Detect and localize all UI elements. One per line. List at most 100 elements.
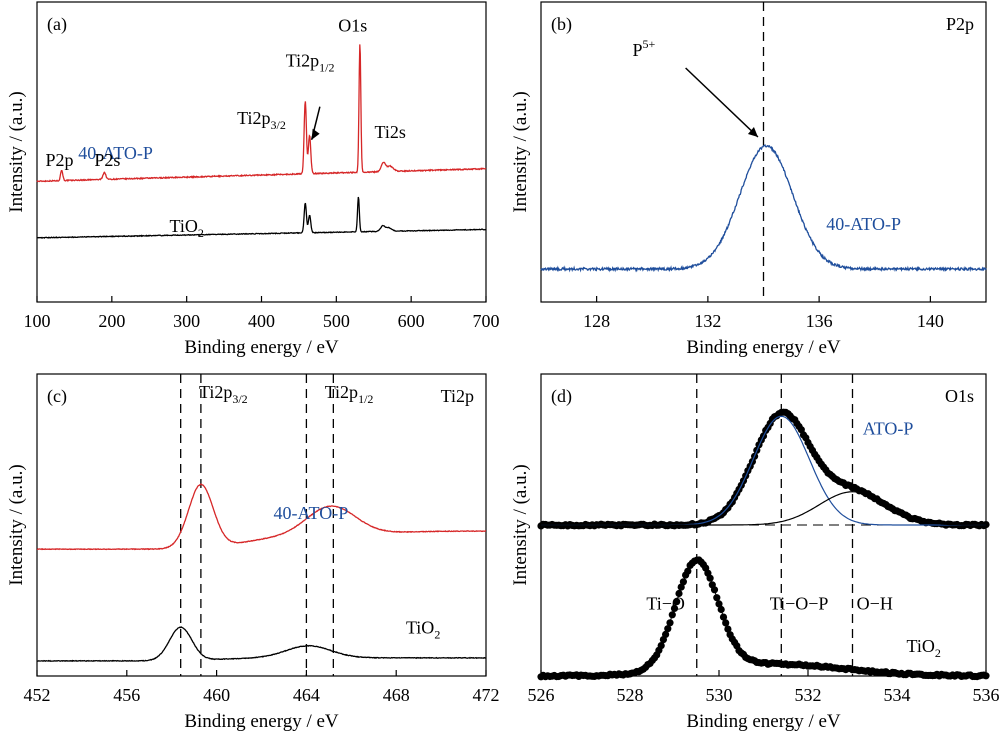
peak-annotation: Ti−O−P — [770, 594, 829, 614]
x-axis-title-d: Binding energy / eV — [686, 711, 841, 732]
data-point — [679, 578, 688, 586]
series-label: TiO2 — [406, 618, 440, 642]
data-point — [662, 630, 670, 639]
data-point — [664, 625, 672, 633]
series-label: 40-ATO-P — [78, 143, 153, 163]
annotation-arrow — [685, 67, 759, 138]
panel-title-c: Ti2p — [441, 386, 474, 406]
peak-annotation: O1s — [338, 16, 367, 36]
data-point — [710, 586, 719, 594]
series-label: TiO2 — [907, 636, 941, 660]
x-tick-label-d: 528 — [617, 685, 644, 705]
panel-d: 526 528 530 532 534 536 Binding energy / eV Int… — [510, 373, 1000, 732]
plot-frame-c — [36, 373, 487, 677]
peak-annotation: P5+ — [633, 37, 656, 60]
fit-envelope-line — [541, 559, 986, 677]
arrow-head — [311, 128, 320, 140]
fit-component-line — [541, 491, 986, 526]
panel-label-d: (d) — [551, 386, 572, 407]
x-axis-title-b: Binding energy / eV — [686, 337, 841, 358]
y-axis-title-a: Intensity / (a.u.) — [6, 91, 27, 212]
peak-annotation-main: Ti2p — [325, 382, 358, 402]
panel-label-b: (b) — [551, 14, 572, 35]
series-line-c — [36, 626, 487, 663]
series-line-a — [36, 196, 487, 239]
peak-annotation: Ti2p1/2 — [325, 382, 374, 406]
x-tick-label-d: 530 — [706, 685, 733, 705]
x-tick-label-c: 468 — [383, 685, 410, 705]
peak-annotation-sub: 1/2 — [358, 392, 373, 406]
peak-annotation: O−H — [857, 594, 893, 614]
panel-title-b: P2p — [946, 14, 974, 34]
data-point — [724, 625, 732, 633]
x-axis-title-c: Binding energy / eV — [184, 711, 339, 732]
x-tick-label-c: 456 — [113, 685, 140, 705]
series-line-c — [36, 483, 486, 551]
peak-annotation: Ti2p3/2 — [237, 108, 286, 132]
data-point — [668, 611, 676, 619]
series-line-b — [540, 144, 987, 273]
x-tick-label-d: 532 — [795, 685, 822, 705]
series-label: ATO-P — [863, 418, 914, 438]
peak-annotation: Ti2p1/2 — [286, 51, 335, 75]
peak-annotation: Ti2s — [375, 122, 406, 142]
peak-annotation-main: P2s — [94, 150, 120, 170]
x-tick-label-a: 500 — [323, 311, 350, 331]
panel-title-d: O1s — [945, 386, 974, 406]
data-point — [713, 594, 721, 602]
peak-annotation-main: Ti2p — [237, 108, 270, 128]
y-axis-title-c: Intensity / (a.u.) — [6, 464, 27, 585]
peak-annotation-sub: 1/2 — [319, 61, 334, 75]
y-axis-title-d: Intensity / (a.u.) — [510, 464, 531, 585]
peak-annotation-sup: 5+ — [643, 37, 656, 51]
series-line-a — [36, 44, 487, 183]
peak-annotation-main: Ti2p — [199, 382, 232, 402]
series-label-main: TiO — [406, 618, 434, 638]
data-point — [670, 604, 679, 613]
series-label: TiO2 — [169, 216, 203, 240]
x-tick-label-a: 400 — [248, 311, 275, 331]
peak-annotation-main: O1s — [338, 16, 367, 36]
series-label-sub: 2 — [935, 646, 941, 660]
y-axis-title-b: Intensity / (a.u.) — [510, 91, 531, 212]
arrow-head — [747, 127, 758, 137]
data-point — [717, 605, 725, 614]
peak-annotation-main: Ti2p — [286, 51, 319, 71]
x-tick-label-a: 100 — [24, 311, 51, 331]
x-tick-label-c: 460 — [203, 685, 230, 705]
peak-annotation-main: P — [633, 40, 643, 60]
x-tick-label-a: 600 — [398, 311, 425, 331]
series-label-sub: 2 — [434, 628, 440, 642]
data-point — [706, 574, 714, 582]
data-point — [719, 613, 728, 621]
x-tick-label-c: 452 — [24, 685, 51, 705]
x-tick-label-a: 200 — [98, 311, 125, 331]
x-tick-label-c: 464 — [293, 685, 320, 705]
x-tick-label-b: 132 — [694, 311, 721, 331]
x-tick-label-d: 534 — [884, 685, 911, 705]
series-label-sub: 2 — [198, 226, 204, 240]
x-tick-label-a: 300 — [173, 311, 200, 331]
x-tick-label-b: 136 — [806, 311, 833, 331]
peak-annotation: P2p — [45, 150, 73, 170]
x-tick-label-c: 472 — [473, 685, 500, 705]
series-label-main: TiO — [169, 216, 197, 236]
x-tick-label-b: 140 — [917, 311, 944, 331]
peak-annotation-sub: 3/2 — [271, 118, 286, 132]
series-label: 40-ATO-P — [826, 214, 901, 234]
peak-annotation-main: Ti2s — [375, 122, 406, 142]
peak-annotation-sub: 3/2 — [232, 392, 247, 406]
series-label-main: TiO — [907, 636, 935, 656]
series-label: 40-ATO-P — [274, 503, 349, 523]
data-point — [675, 589, 683, 598]
data-point — [722, 619, 730, 627]
x-tick-label-a: 700 — [473, 311, 500, 331]
panel-b: 128 132 136 140 Binding energy / eV Intensity… — [510, 1, 987, 358]
data-point — [715, 600, 723, 608]
data-point — [673, 598, 681, 606]
peak-annotation: Ti−O — [646, 594, 685, 614]
peak-annotation-main: P2p — [45, 150, 73, 170]
data-point — [684, 567, 692, 575]
x-tick-label-d: 526 — [528, 685, 555, 705]
